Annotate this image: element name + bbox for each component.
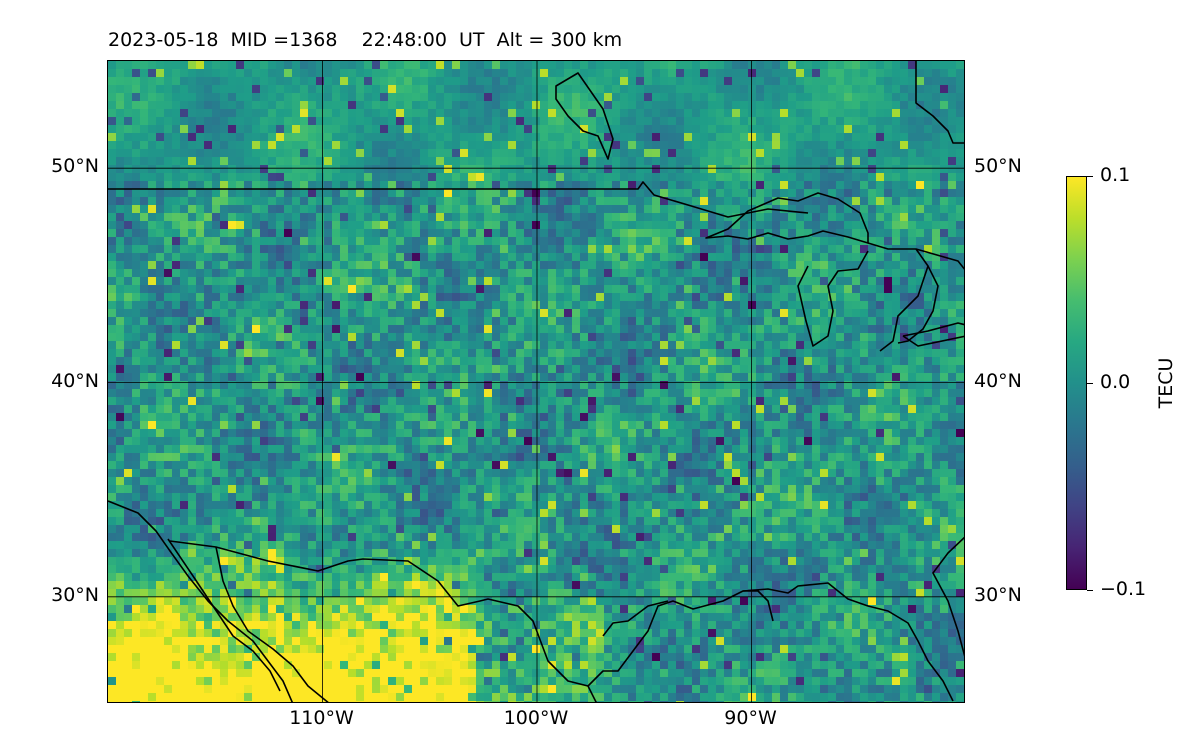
us-canada-border (108, 181, 809, 218)
lake-erie-ontario (902, 322, 964, 347)
lat-label-right: 50°N (974, 155, 1022, 178)
map-overlay (108, 61, 964, 702)
lat-label-left: 40°N (51, 369, 99, 392)
colorbar-tick-label: 0.0 (1100, 371, 1131, 393)
colorbar-label: TECU (1155, 357, 1177, 409)
colorbar-tick-mark (1087, 175, 1093, 177)
colorbar-tick-mark (1087, 589, 1093, 591)
page-title: 2023-05-18 MID =1368 22:48:00 UT Alt = 3… (108, 29, 623, 51)
lat-label-left: 50°N (51, 155, 99, 178)
lake-superior (705, 192, 869, 244)
colorbar-tick-label: 0.1 (1100, 164, 1131, 186)
colorbar-tick-label: −0.1 (1100, 578, 1147, 600)
gulf-of-california (167, 538, 329, 702)
florida-coast (932, 536, 964, 657)
map-panel[interactable] (107, 60, 965, 703)
lat-label-left: 30°N (51, 583, 99, 606)
lat-label-right: 40°N (974, 369, 1022, 392)
colorbar (1066, 176, 1087, 590)
coastlines-and-borders (108, 61, 964, 702)
lon-label-bottom: 100°W (503, 707, 569, 729)
baja-pacific-coast (108, 500, 294, 702)
lon-label-bottom: 90°W (724, 707, 777, 729)
lat-label-right: 30°N (974, 583, 1022, 606)
gridlines (108, 61, 964, 702)
lake-michigan-huron (797, 242, 964, 352)
colorbar-tick-mark (1087, 382, 1093, 384)
gulf-coast (587, 582, 954, 702)
mexico-border (169, 540, 774, 687)
hudson-bay-coast (555, 72, 614, 160)
lon-label-bottom: 110°W (289, 707, 354, 729)
north-east-coast (915, 61, 964, 144)
